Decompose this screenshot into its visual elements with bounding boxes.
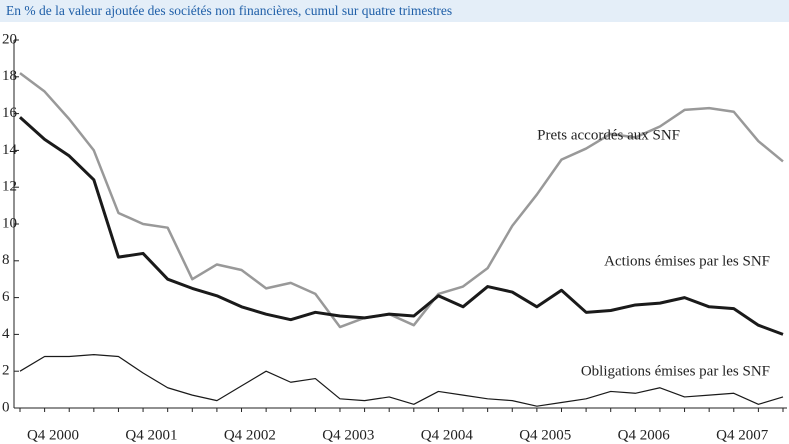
y-tick-label: 20 [2, 31, 17, 47]
series-label: Actions émises par les SNF [604, 253, 770, 269]
y-tick-label: 16 [2, 105, 18, 121]
x-tick-label: Q4 2004 [421, 427, 474, 443]
series-line [19, 354, 784, 407]
y-tick-label: 14 [2, 142, 18, 158]
x-tick-label: Q4 2001 [125, 427, 177, 443]
series-line [19, 72, 784, 329]
y-tick-label: 12 [2, 179, 17, 195]
x-tick-label: Q4 2002 [224, 427, 276, 443]
x-tick-label: Q4 2003 [322, 427, 374, 443]
series-label: Prets accordés aux SNF [537, 127, 680, 143]
x-tick-label: Q4 2000 [27, 427, 79, 443]
series-line [18, 116, 784, 336]
y-tick-label: 2 [2, 363, 10, 379]
x-tick-label: Q4 2006 [618, 427, 671, 443]
series-label: Obligations émises par les SNF [581, 363, 770, 379]
y-tick-label: 6 [2, 289, 10, 305]
x-tick-label: Q4 2005 [519, 427, 571, 443]
y-tick-label: 4 [2, 326, 10, 342]
subtitle-band [0, 0, 789, 22]
chart-subtitle: En % de la valeur ajoutée des sociétés n… [6, 3, 452, 18]
y-tick-label: 8 [2, 252, 10, 268]
y-tick-label: 0 [2, 399, 10, 415]
y-tick-label: 10 [2, 215, 17, 231]
y-tick-label: 18 [2, 68, 17, 84]
x-tick-label: Q4 2007 [716, 427, 769, 443]
